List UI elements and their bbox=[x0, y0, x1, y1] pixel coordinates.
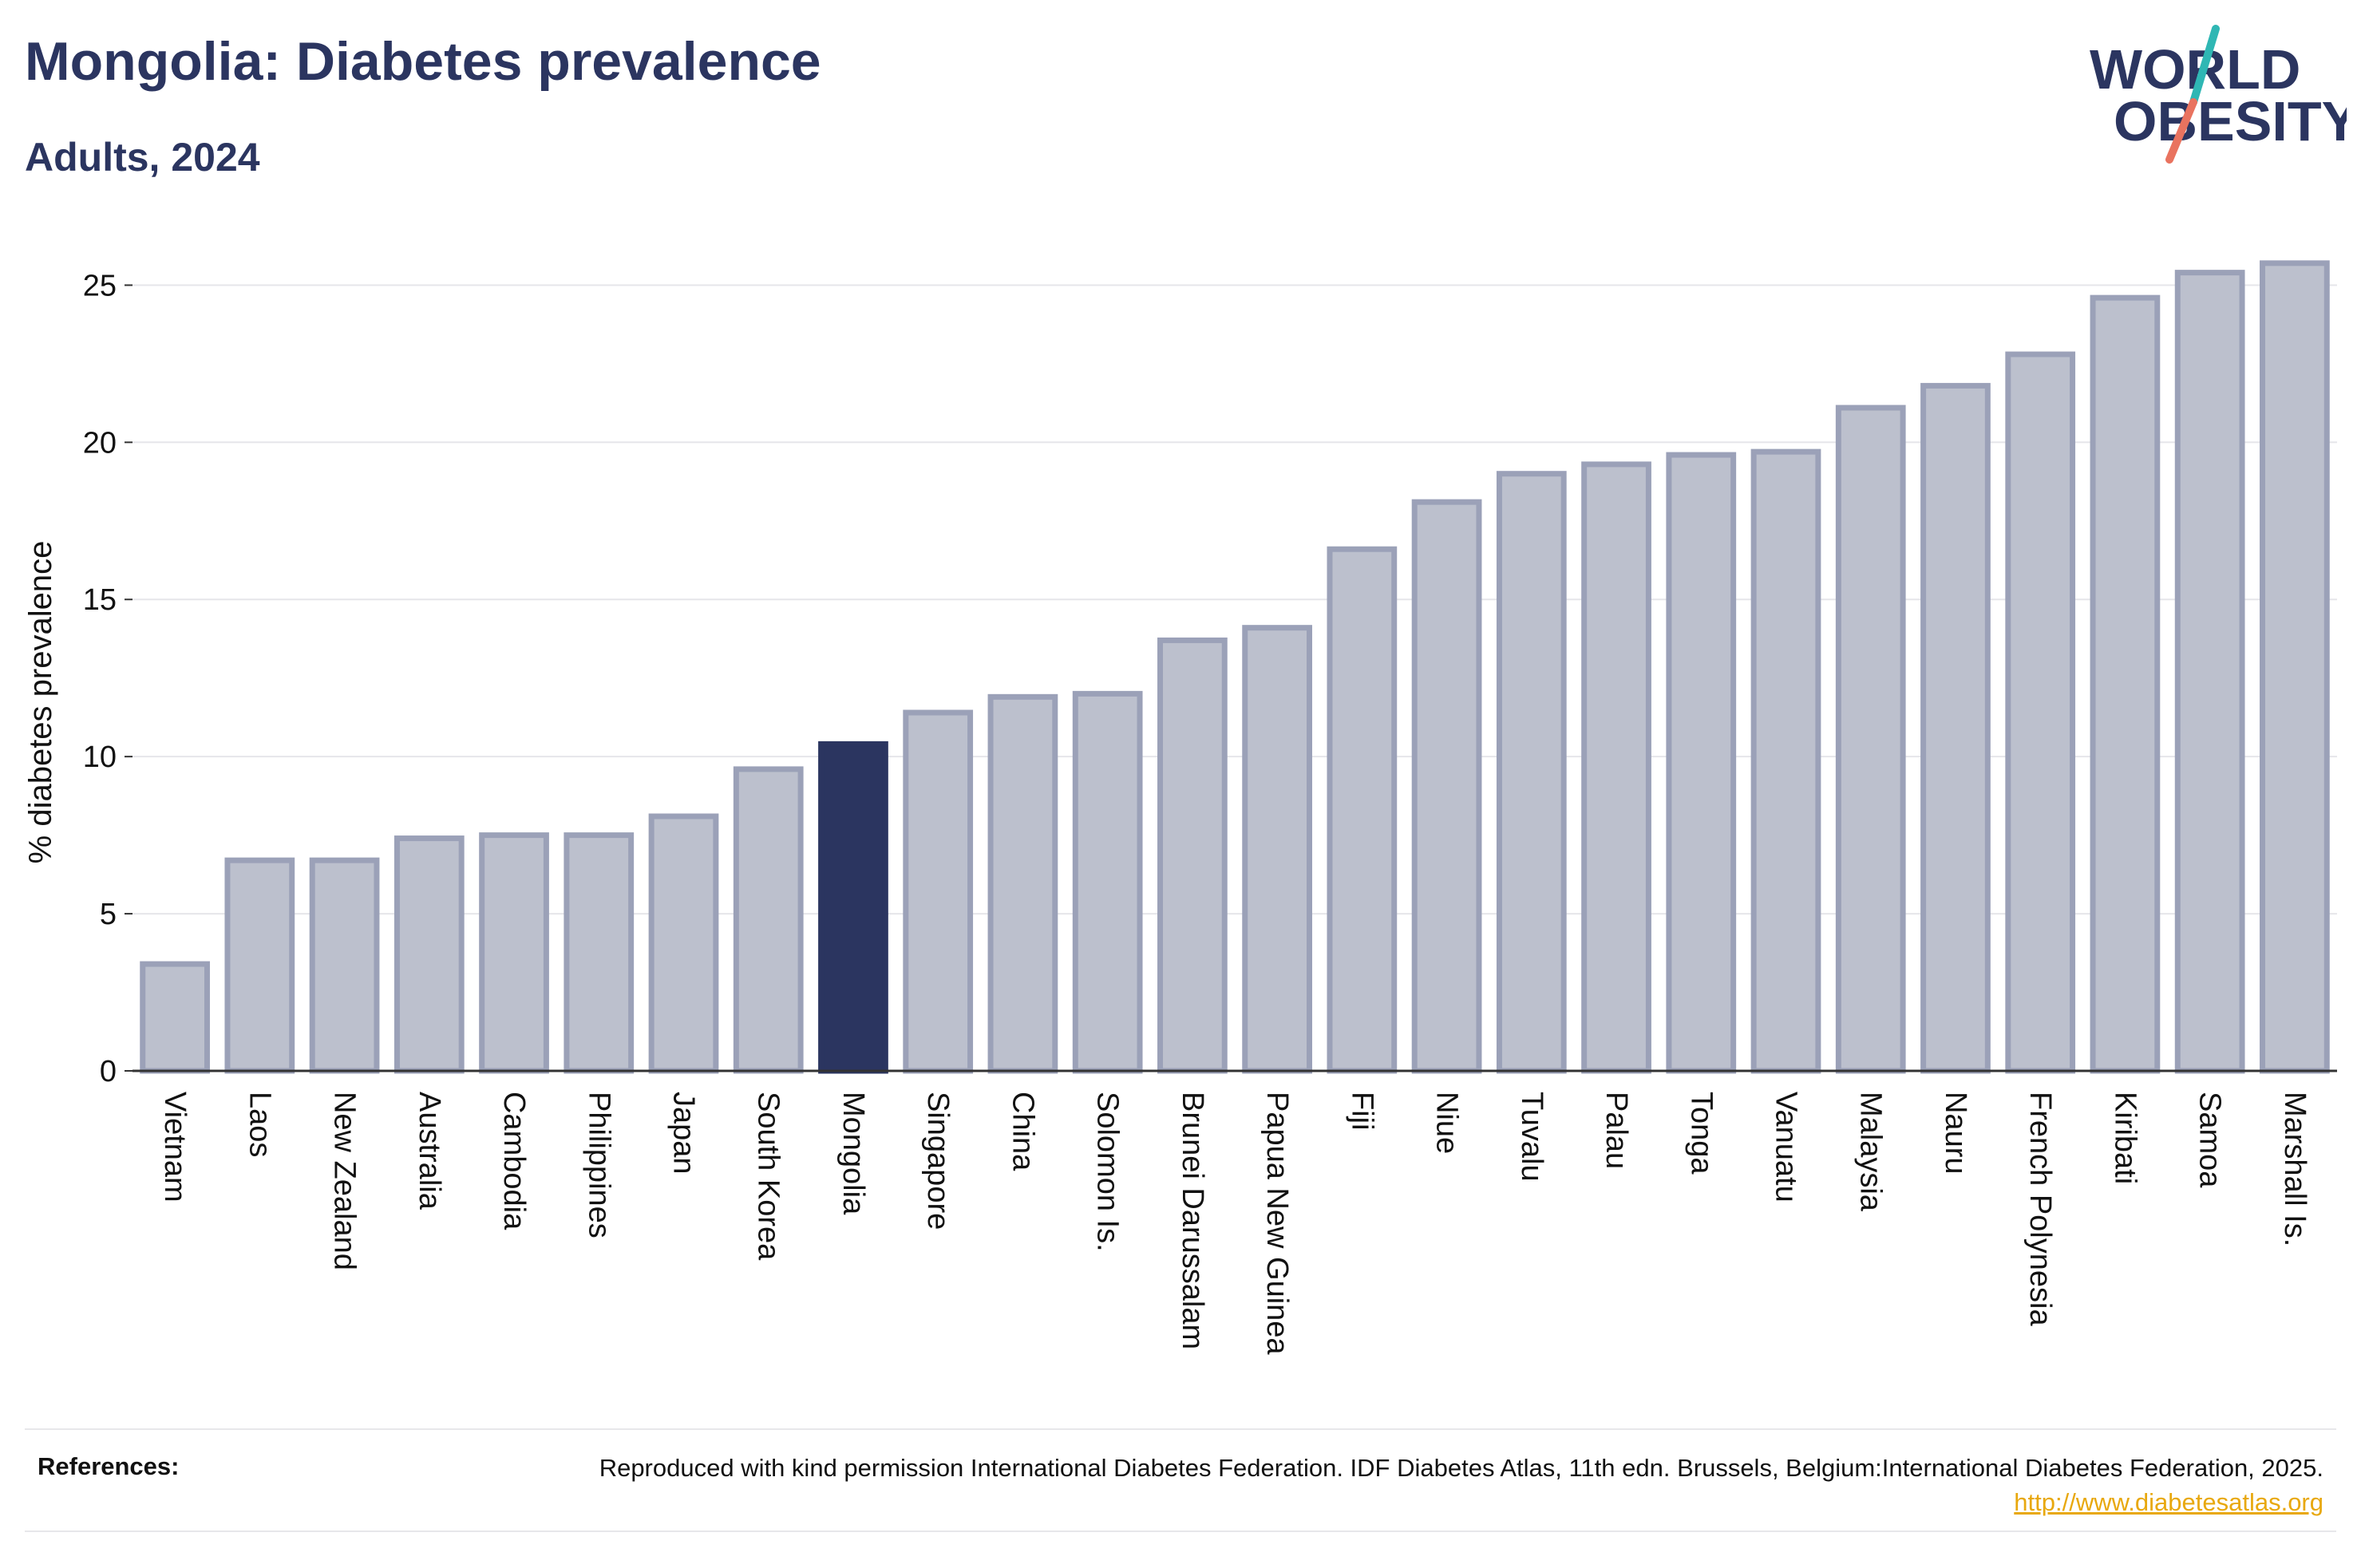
references-link[interactable]: http://www.diabetesatlas.org bbox=[2014, 1488, 2323, 1516]
bar-malaysia bbox=[1835, 405, 1906, 1074]
world-obesity-logo: WORLD OBESITY bbox=[2090, 25, 2347, 164]
bar-tuvalu bbox=[1496, 471, 1567, 1074]
x-tick-label: Tonga bbox=[1684, 1092, 1718, 1175]
x-tick-label: South Korea bbox=[752, 1092, 785, 1261]
x-tick-label: Samoa bbox=[2193, 1092, 2227, 1188]
x-tick-label: Malaysia bbox=[1854, 1092, 1888, 1212]
bar-vanuatu bbox=[1750, 448, 1821, 1074]
bar-australia bbox=[394, 835, 465, 1074]
y-tick-label: 0 bbox=[100, 1055, 117, 1088]
x-tick-label: Niue bbox=[1430, 1092, 1464, 1154]
x-tick-label: China bbox=[1006, 1092, 1039, 1171]
y-tick-label: 25 bbox=[83, 269, 117, 302]
bar-singapore bbox=[903, 709, 974, 1074]
bar-samoa bbox=[2174, 270, 2245, 1074]
bar-french-polynesia bbox=[2005, 351, 2076, 1074]
bar-fiji bbox=[1327, 546, 1398, 1074]
y-tick-label: 10 bbox=[83, 741, 117, 774]
bar-philippines bbox=[564, 832, 635, 1074]
logo-slash-coral bbox=[2165, 98, 2197, 164]
x-tick-label: Marshall Is. bbox=[2278, 1092, 2312, 1246]
bar-china bbox=[987, 693, 1058, 1074]
x-tick-label: Mongolia bbox=[836, 1092, 870, 1215]
x-tick-label: Palau bbox=[1600, 1092, 1633, 1169]
chart-subtitle: Adults, 2024 bbox=[25, 135, 260, 180]
y-tick-label: 15 bbox=[83, 583, 117, 617]
chart-title: Mongolia: Diabetes prevalence bbox=[25, 31, 821, 92]
bar-brunei-darussalam bbox=[1157, 637, 1228, 1074]
bars bbox=[140, 260, 2330, 1074]
x-tick-label: French Polynesia bbox=[2023, 1092, 2057, 1326]
x-tick-label: Papua New Guinea bbox=[1260, 1092, 1294, 1355]
bar-japan bbox=[648, 813, 719, 1074]
x-tick-label: Laos bbox=[243, 1092, 276, 1157]
bar-marshall-is bbox=[2260, 260, 2330, 1074]
x-tick-label: Tuvalu bbox=[1515, 1092, 1548, 1182]
bar-south-korea bbox=[733, 766, 804, 1074]
references-text: Reproduced with kind permission Internat… bbox=[599, 1454, 2323, 1482]
y-tick-label: 20 bbox=[83, 426, 117, 460]
x-tick-label: Australia bbox=[413, 1092, 446, 1211]
x-tick-label: Nauru bbox=[1939, 1092, 1972, 1175]
bar-nauru bbox=[1920, 382, 1991, 1074]
x-tick-label: Solomon Is. bbox=[1091, 1092, 1125, 1252]
x-tick-label: Vanuatu bbox=[1770, 1092, 1803, 1203]
bar-solomon-is bbox=[1072, 690, 1143, 1074]
bar-cambodia bbox=[479, 832, 549, 1074]
x-tick-label: Cambodia bbox=[497, 1092, 531, 1230]
bar-kiribati bbox=[2090, 294, 2161, 1074]
x-tick-label: Vietnam bbox=[158, 1092, 192, 1203]
bar-papua-new-guinea bbox=[1242, 625, 1312, 1074]
references-text-block: Reproduced with kind permission Internat… bbox=[488, 1451, 2323, 1519]
y-axis-label: % diabetes prevalence bbox=[23, 541, 58, 864]
x-tick-label: Japan bbox=[667, 1092, 701, 1175]
bar-palau bbox=[1581, 461, 1651, 1074]
references-panel: References: Reproduced with kind permiss… bbox=[25, 1428, 2336, 1532]
x-tick-label: Brunei Darussalam bbox=[1176, 1092, 1209, 1349]
logo-slash-teal bbox=[2189, 25, 2220, 106]
bar-new-zealand bbox=[309, 857, 380, 1074]
x-tick-label: Fiji bbox=[1345, 1092, 1378, 1131]
logo-word-obesity: OBESITY bbox=[2114, 90, 2347, 152]
x-tick-label: Kiribati bbox=[2108, 1092, 2142, 1184]
references-label: References: bbox=[38, 1452, 180, 1480]
bar-laos bbox=[224, 857, 295, 1074]
y-tick-label: 5 bbox=[100, 898, 117, 931]
bar-mongolia bbox=[818, 741, 888, 1074]
bar-chart: 0 5 10 15 20 25 Vietnam Laos New Zealand Australi… bbox=[23, 260, 2337, 1355]
x-tick-label: Philippines bbox=[582, 1092, 615, 1238]
x-tick-label: Singapore bbox=[921, 1092, 955, 1230]
bar-vietnam bbox=[140, 961, 210, 1074]
x-tick-label: New Zealand bbox=[328, 1092, 362, 1270]
bar-tonga bbox=[1666, 452, 1737, 1074]
bar-niue bbox=[1411, 499, 1482, 1074]
axes: 0 5 10 15 20 25 Vietnam Laos New Zealand Australi… bbox=[83, 269, 2337, 1355]
